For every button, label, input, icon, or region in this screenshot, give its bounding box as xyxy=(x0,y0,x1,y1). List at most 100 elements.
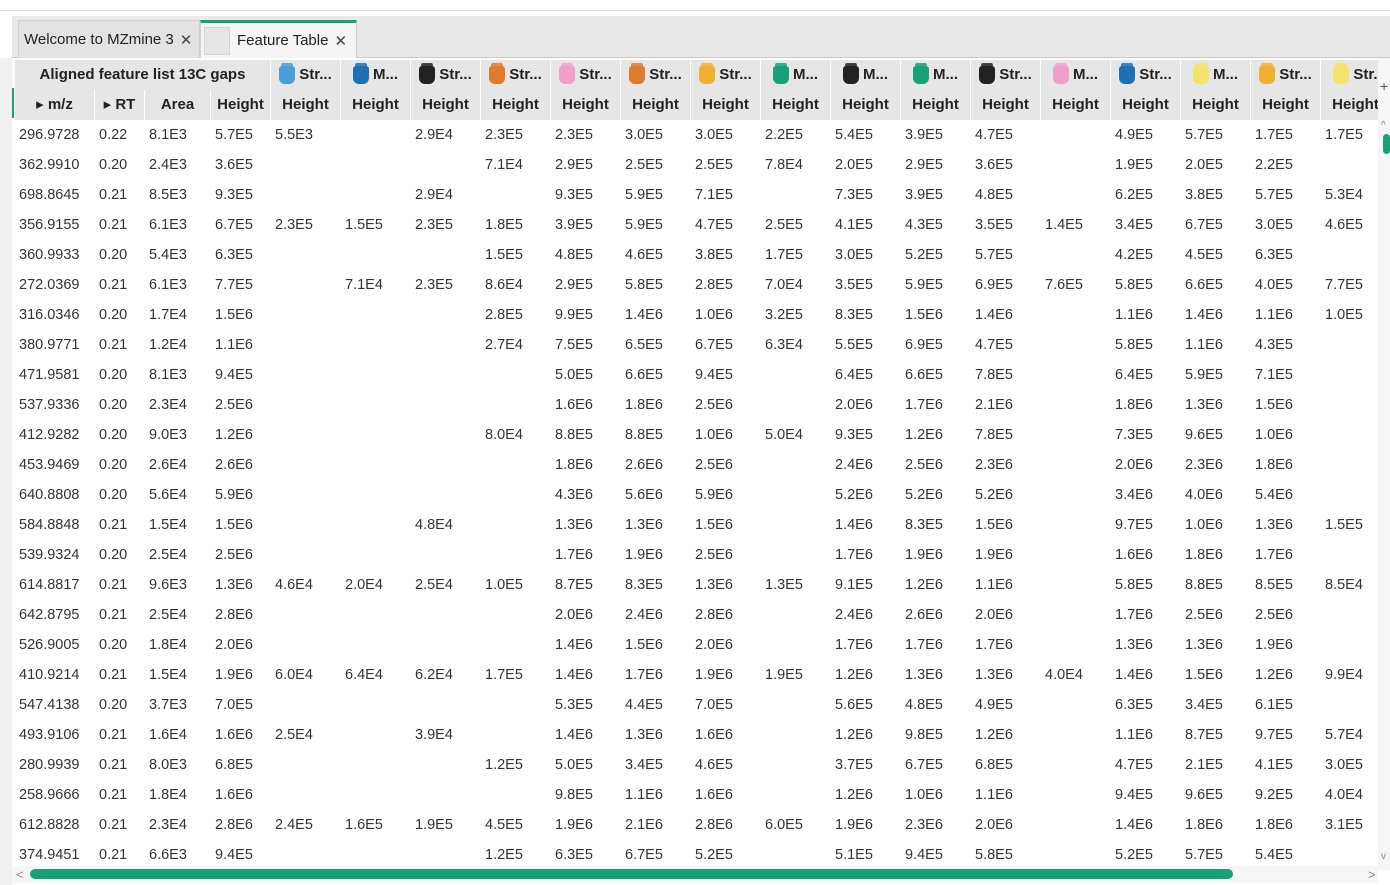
table-cell[interactable]: 2.9E5 xyxy=(555,277,593,293)
table-cell[interactable]: 4.6E4 xyxy=(275,577,313,593)
table-cell[interactable]: 1.3E6 xyxy=(695,577,733,593)
table-cell[interactable]: 3.4E5 xyxy=(1185,697,1223,713)
table-cell[interactable]: 1.7E4 xyxy=(149,307,187,323)
table-cell[interactable]: 1.9E6 xyxy=(1255,637,1293,653)
table-cell[interactable] xyxy=(341,150,411,180)
table-cell[interactable] xyxy=(1041,630,1111,660)
table-cell[interactable]: 3.8E5 xyxy=(695,247,733,263)
table-cell[interactable]: 1.2E5 xyxy=(485,847,523,863)
table-cell[interactable]: 4.3E5 xyxy=(1255,337,1293,353)
table-cell[interactable]: 6.4E5 xyxy=(835,367,873,383)
column-header-9[interactable]: Height xyxy=(551,90,621,120)
table-cell[interactable] xyxy=(341,630,411,660)
table-cell[interactable]: 1.7E6 xyxy=(555,547,593,563)
table-cell[interactable]: 7.7E5 xyxy=(215,277,253,293)
table-cell[interactable]: 0.21 xyxy=(99,517,128,533)
table-cell[interactable]: 9.8E5 xyxy=(555,787,593,803)
table-cell[interactable]: 5.2E5 xyxy=(1115,847,1153,863)
horizontal-scroll-thumb[interactable] xyxy=(30,869,1233,879)
table-cell[interactable]: 3.6E5 xyxy=(215,157,253,173)
table-cell[interactable]: 9.9E4 xyxy=(1325,667,1363,683)
table-cell[interactable] xyxy=(271,390,341,420)
table-cell[interactable] xyxy=(1321,360,1378,390)
column-header-14[interactable]: Height xyxy=(901,90,971,120)
table-cell[interactable] xyxy=(271,510,341,540)
vertical-scroll-thumb[interactable] xyxy=(1383,134,1390,154)
table-cell[interactable]: 5.9E6 xyxy=(215,487,253,503)
table-cell[interactable]: 2.5E4 xyxy=(149,607,187,623)
sample-header-3[interactable]: Str... xyxy=(411,60,481,90)
table-cell[interactable]: 1.5E6 xyxy=(625,637,663,653)
table-cell[interactable]: 8.3E5 xyxy=(625,577,663,593)
table-cell[interactable]: 8.3E5 xyxy=(905,517,943,533)
table-cell[interactable]: 2.5E6 xyxy=(905,457,943,473)
table-cell[interactable]: 2.4E6 xyxy=(625,607,663,623)
table-cell[interactable] xyxy=(1041,420,1111,450)
table-cell[interactable]: 5.9E5 xyxy=(905,277,943,293)
table-cell[interactable] xyxy=(411,690,481,720)
table-cell[interactable]: 5.0E4 xyxy=(765,427,803,443)
table-cell[interactable]: 8.5E4 xyxy=(1325,577,1363,593)
column-header-18[interactable]: Height xyxy=(1181,90,1251,120)
table-cell[interactable] xyxy=(1041,180,1111,210)
table-cell[interactable]: 0.20 xyxy=(99,427,128,443)
table-row[interactable]: 642.8795 0.21 2.5E4 2.8E6 2.0E6 2.4E6 2.8E6 2.4… xyxy=(15,600,1378,630)
table-cell[interactable]: 412.9282 xyxy=(19,427,80,443)
table-cell[interactable] xyxy=(1041,840,1111,868)
table-cell[interactable]: 0.21 xyxy=(99,757,128,773)
table-cell[interactable]: 8.5E3 xyxy=(149,187,187,203)
table-cell[interactable]: 1.4E6 xyxy=(555,727,593,743)
table-cell[interactable]: 2.1E6 xyxy=(625,817,663,833)
table-cell[interactable] xyxy=(1041,150,1111,180)
table-row[interactable]: 272.0369 0.21 6.1E3 7.7E5 7.1E4 2.3E5 8.6E4 2.9… xyxy=(15,270,1378,300)
table-cell[interactable]: 5.9E6 xyxy=(695,487,733,503)
table-cell[interactable]: 7.5E5 xyxy=(555,337,593,353)
table-cell[interactable]: 1.5E4 xyxy=(149,667,187,683)
table-cell[interactable]: 2.4E6 xyxy=(835,457,873,473)
table-cell[interactable]: 584.8848 xyxy=(19,517,80,533)
table-cell[interactable]: 1.3E6 xyxy=(625,517,663,533)
column-header-12[interactable]: Height xyxy=(761,90,831,120)
table-cell[interactable]: 356.9155 xyxy=(19,217,80,233)
table-cell[interactable]: 2.8E6 xyxy=(695,607,733,623)
table-cell[interactable]: 1.3E6 xyxy=(905,667,943,683)
table-cell[interactable] xyxy=(1041,750,1111,780)
table-cell[interactable]: 5.0E5 xyxy=(555,757,593,773)
table-cell[interactable] xyxy=(341,120,411,150)
table-cell[interactable]: 8.0E3 xyxy=(149,757,187,773)
table-cell[interactable] xyxy=(481,540,551,570)
table-cell[interactable]: 374.9451 xyxy=(19,847,80,863)
table-cell[interactable]: 1.8E5 xyxy=(485,217,523,233)
table-row[interactable]: 493.9106 0.21 1.6E4 1.6E6 2.5E4 3.9E4 1.4E6 1.3… xyxy=(15,720,1378,750)
table-row[interactable]: 526.9005 0.20 1.8E4 2.0E6 1.4E6 1.5E6 2.0E6 1.7… xyxy=(15,630,1378,660)
table-cell[interactable]: 3.5E5 xyxy=(975,217,1013,233)
table-cell[interactable] xyxy=(481,600,551,630)
table-cell[interactable]: 1.2E6 xyxy=(835,727,873,743)
table-cell[interactable]: 6.9E5 xyxy=(905,337,943,353)
table-cell[interactable]: 4.9E5 xyxy=(975,697,1013,713)
table-cell[interactable] xyxy=(1321,600,1378,630)
table-cell[interactable]: 1.2E6 xyxy=(975,727,1013,743)
table-cell[interactable]: 7.0E5 xyxy=(695,697,733,713)
table-cell[interactable]: 5.9E5 xyxy=(1185,367,1223,383)
column-header-4[interactable]: Height xyxy=(211,90,271,120)
sample-header-11[interactable]: Str... xyxy=(971,60,1041,90)
table-cell[interactable]: 1.0E6 xyxy=(905,787,943,803)
table-cell[interactable]: 0.20 xyxy=(99,457,128,473)
table-cell[interactable]: 2.3E5 xyxy=(415,217,453,233)
table-cell[interactable]: 3.0E5 xyxy=(1255,217,1293,233)
column-header-7[interactable]: Height xyxy=(411,90,481,120)
table-cell[interactable]: 0.21 xyxy=(99,337,128,353)
table-cell[interactable]: 0.21 xyxy=(99,607,128,623)
table-cell[interactable] xyxy=(341,690,411,720)
table-cell[interactable]: 4.8E4 xyxy=(415,517,453,533)
table-cell[interactable]: 0.20 xyxy=(99,247,128,263)
table-cell[interactable]: 3.9E5 xyxy=(555,217,593,233)
table-cell[interactable]: 0.21 xyxy=(99,727,128,743)
table-cell[interactable]: 272.0369 xyxy=(19,277,80,293)
table-cell[interactable]: 1.8E6 xyxy=(625,397,663,413)
table-cell[interactable]: 2.3E4 xyxy=(149,397,187,413)
table-cell[interactable] xyxy=(1321,420,1378,450)
column-header-10[interactable]: Height xyxy=(621,90,691,120)
table-cell[interactable] xyxy=(1041,540,1111,570)
